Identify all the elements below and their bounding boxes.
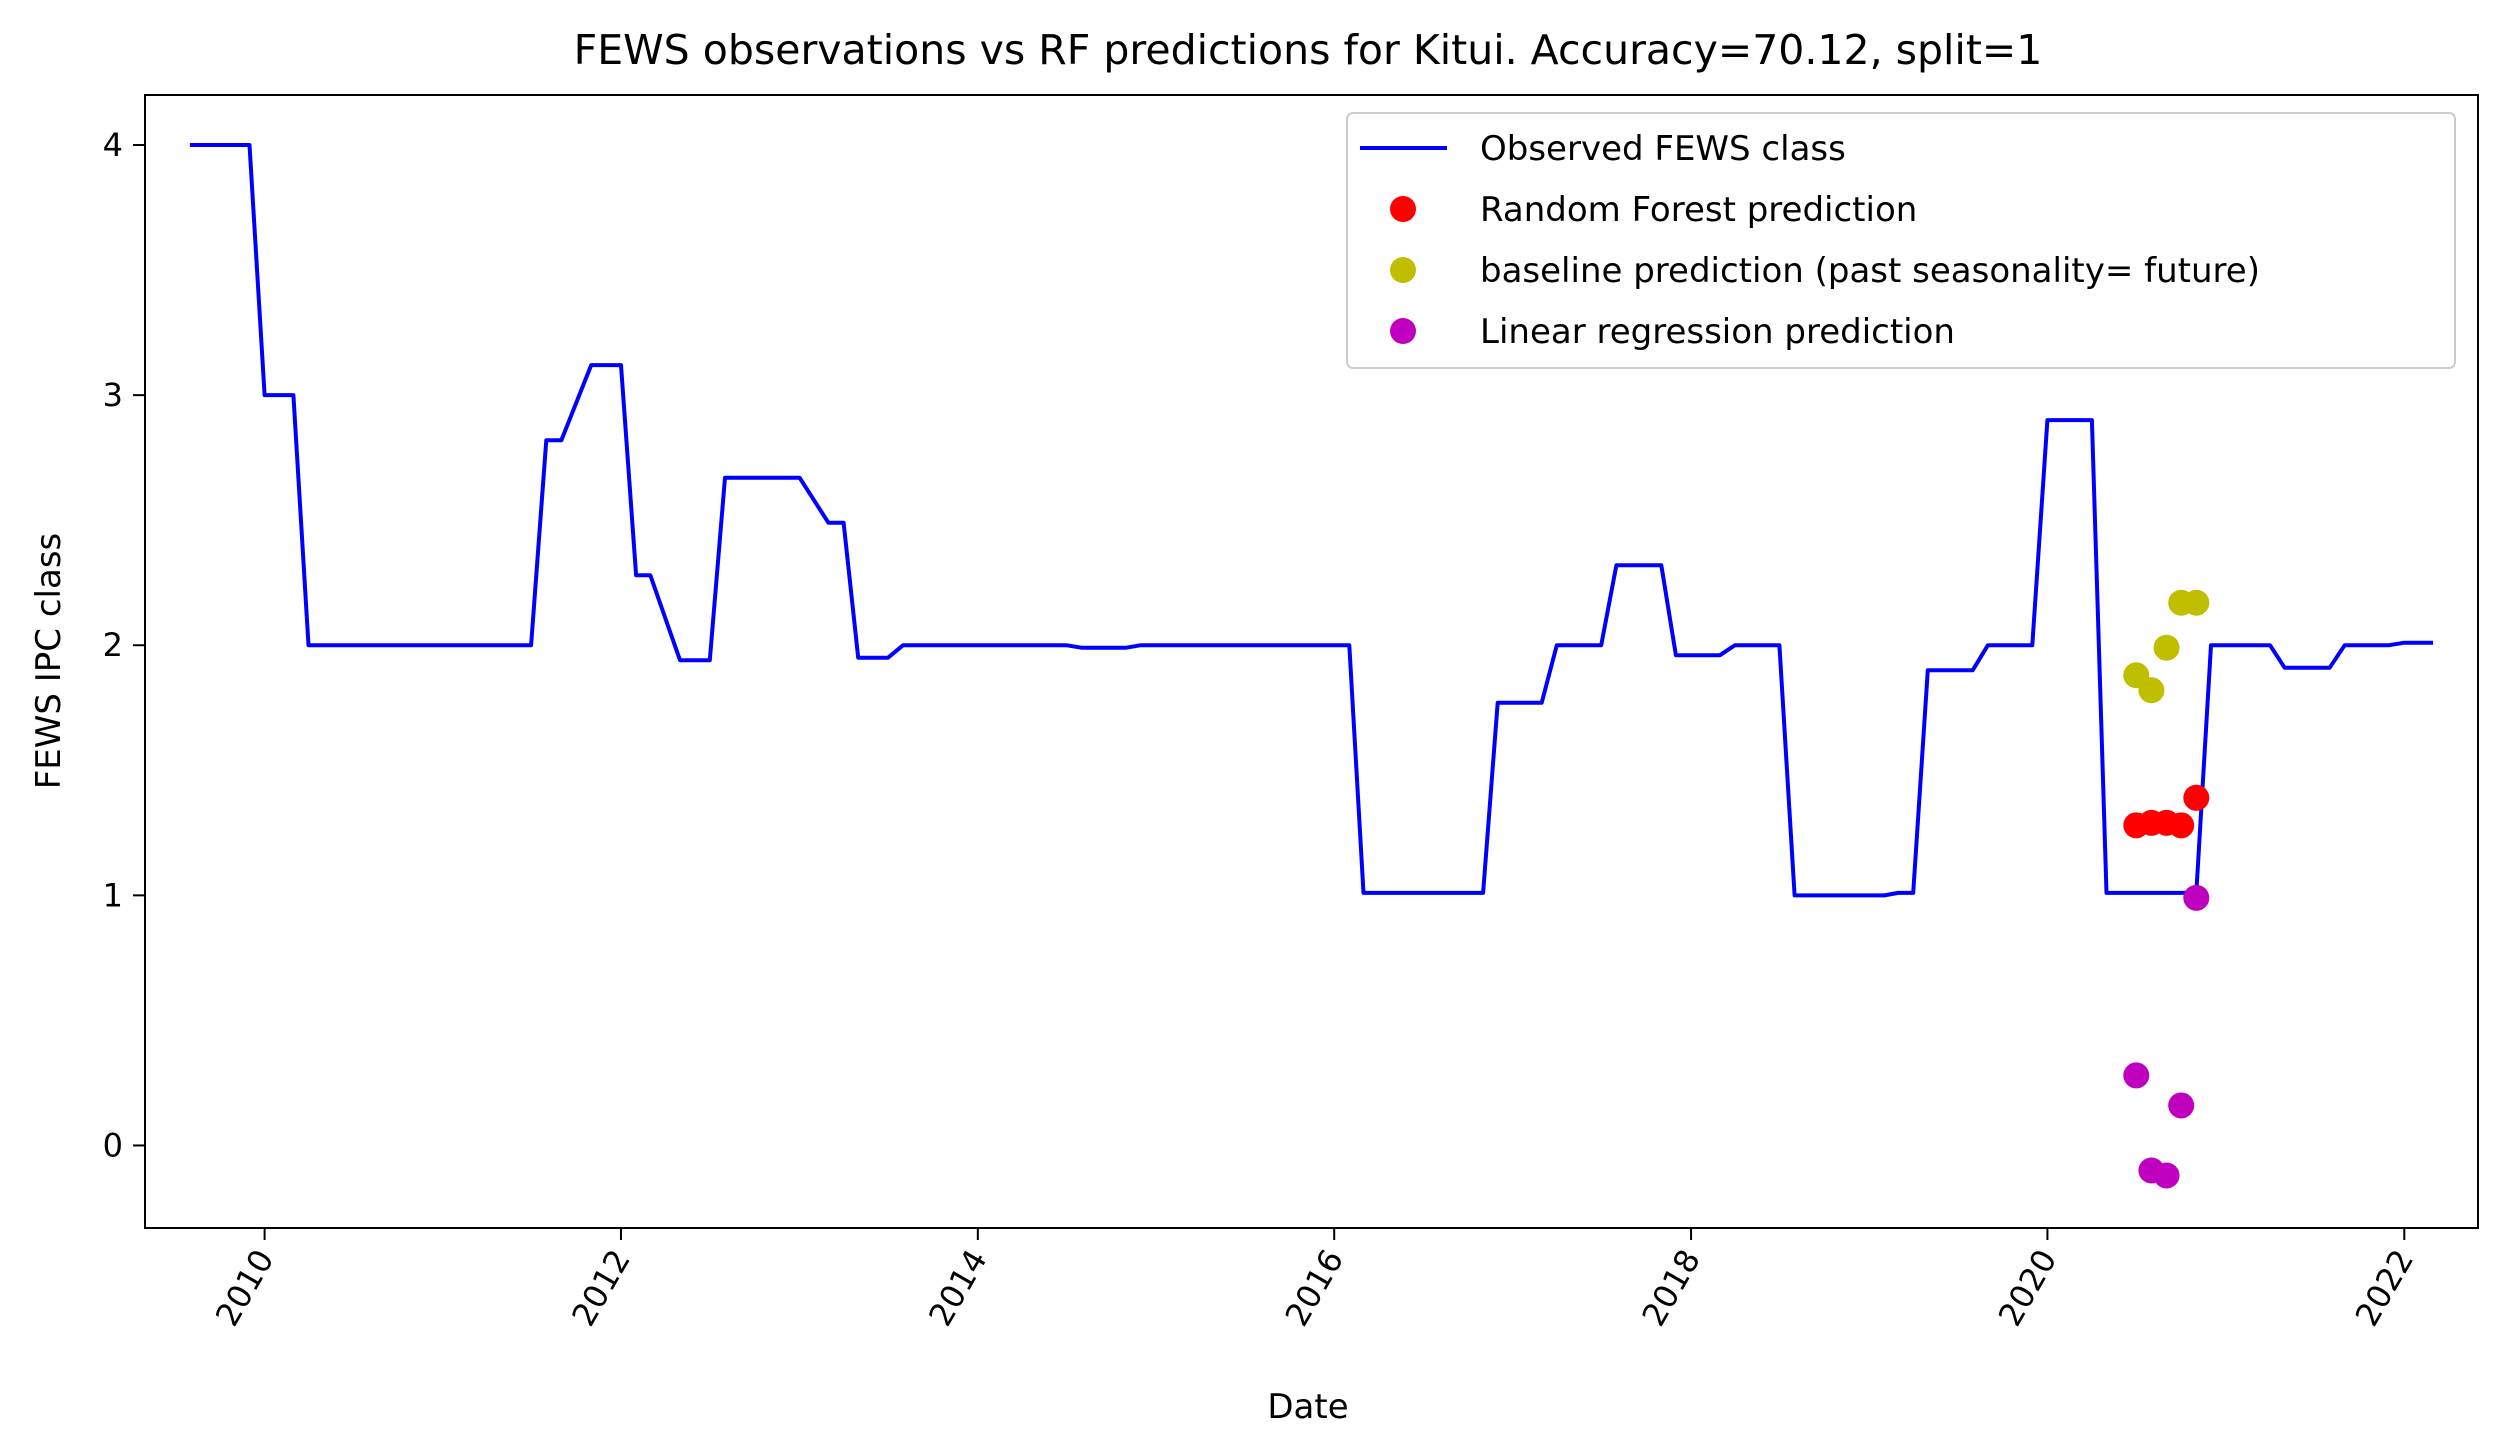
- y-tick-label: 3: [103, 376, 123, 414]
- legend-label-baseline: baseline prediction (past seasonality= f…: [1480, 251, 2260, 291]
- y-tick-label: 4: [103, 126, 123, 164]
- legend: Observed FEWS class Random Forest predic…: [1346, 112, 2456, 369]
- data-point-linear-regression-prediction: [2153, 1162, 2180, 1189]
- axes-frame: [144, 94, 2479, 1229]
- chart-title: FEWS observations vs RF predictions for …: [574, 26, 2043, 74]
- series-line-observed-fews-class: [189, 143, 2434, 898]
- y-tick-label: 1: [103, 876, 123, 914]
- data-point-random-forest-prediction: [2168, 812, 2195, 839]
- series-layer: [189, 143, 2434, 1189]
- data-point-random-forest-prediction: [2183, 784, 2210, 811]
- legend-box: [1346, 112, 2456, 369]
- plot-area: [144, 94, 2479, 1229]
- legend-label-random-forest: Random Forest prediction: [1480, 190, 1917, 230]
- legend-marker-baseline: [1390, 257, 1416, 283]
- data-point-baseline-prediction-past-seasonality-future: [2153, 634, 2180, 661]
- y-axis-label: FEWS IPC class: [29, 533, 69, 790]
- y-axis-ticks: 0 1 2 3 4: [103, 126, 145, 1164]
- legend-marker-linear-regression: [1390, 318, 1416, 344]
- data-point-linear-regression-prediction: [2168, 1092, 2195, 1119]
- legend-marker-random-forest: [1390, 196, 1416, 222]
- data-point-linear-regression-prediction: [2123, 1062, 2150, 1089]
- y-tick-label: 0: [103, 1126, 123, 1164]
- legend-label-linear-regression: Linear regression prediction: [1480, 312, 1955, 352]
- x-axis-label: Date: [1267, 1387, 1348, 1427]
- data-point-baseline-prediction-past-seasonality-future: [2138, 677, 2165, 704]
- legend-label-observed: Observed FEWS class: [1480, 129, 1846, 169]
- data-point-linear-regression-prediction: [2183, 884, 2210, 911]
- data-point-baseline-prediction-past-seasonality-future: [2183, 589, 2210, 616]
- y-tick-label: 2: [103, 626, 123, 664]
